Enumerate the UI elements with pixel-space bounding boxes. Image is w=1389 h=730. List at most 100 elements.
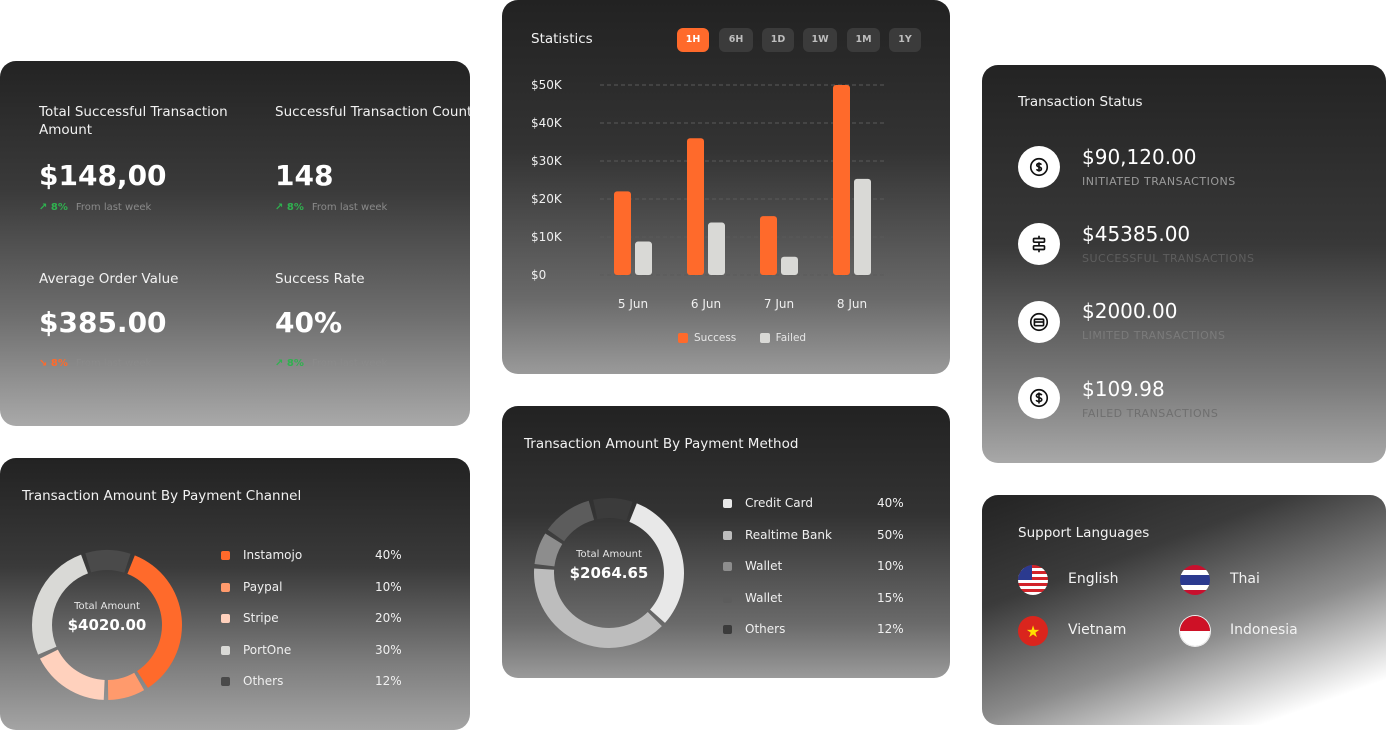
y-tick-label: $30K bbox=[531, 154, 563, 168]
legend-label-failed: Failed bbox=[775, 332, 807, 344]
y-tick-label: $40K bbox=[531, 116, 563, 130]
legend-swatch bbox=[221, 614, 230, 623]
card-title: Support Languages bbox=[1018, 525, 1150, 541]
kpi-value: $148,00 bbox=[39, 159, 167, 192]
bar-success-3[interactable] bbox=[833, 85, 850, 275]
payment-channel-donut-chart bbox=[32, 550, 183, 700]
indonesia-flag-icon bbox=[1180, 616, 1210, 646]
support-languages-card: Support Languages English Thai ★ Vietnam… bbox=[982, 495, 1386, 725]
legend-label: Credit Card bbox=[745, 496, 813, 510]
legend-swatch bbox=[723, 530, 732, 540]
y-tick-label: $20K bbox=[531, 192, 563, 206]
bar-failed-1[interactable] bbox=[708, 222, 725, 275]
legend-label: Instamojo bbox=[243, 548, 303, 562]
trend-up-icon: ↗ 8% bbox=[39, 202, 68, 213]
language-item[interactable]: Vietnam bbox=[1068, 622, 1127, 638]
x-tick-label: 7 Jun bbox=[764, 297, 794, 311]
legend-swatch bbox=[221, 582, 230, 592]
legend-swatch-failed bbox=[759, 333, 770, 343]
legend-percent: 15% bbox=[877, 590, 904, 605]
legend-swatch bbox=[723, 593, 732, 603]
card-title: Transaction Status bbox=[1018, 94, 1143, 110]
donut-center-value: $4020.00 bbox=[67, 616, 147, 634]
status-label: SUCCESSFUL TRANSACTIONS bbox=[1082, 252, 1255, 265]
range-button-1y[interactable]: 1Y bbox=[889, 28, 921, 52]
donut-center-value: $2064.65 bbox=[569, 564, 649, 582]
status-amount: $90,120.00 bbox=[1082, 145, 1197, 169]
legend-percent: 12% bbox=[375, 674, 402, 688]
kpi-delta: ↗ 8% From last week bbox=[39, 202, 152, 213]
kpi-count: Successful Transaction Count 148 ↗ 8% Fro… bbox=[275, 103, 470, 223]
legend-percent: 10% bbox=[877, 559, 904, 573]
statistics-card: Statistics 1H 6H 1D 1W 1M 1Y $50K $40K $30K $20K… bbox=[502, 0, 950, 374]
donut-slice-4[interactable] bbox=[593, 498, 633, 521]
x-tick-label: 6 Jun bbox=[691, 297, 721, 311]
x-tick-label: 5 Jun bbox=[618, 297, 648, 311]
trend-up-icon: ↗ 8% bbox=[275, 202, 304, 213]
legend-label: Others bbox=[243, 674, 284, 688]
legend-percent: 12% bbox=[877, 622, 904, 636]
legend-swatch bbox=[221, 645, 230, 655]
donut-slice-2[interactable] bbox=[39, 649, 105, 700]
donut-slice-3[interactable] bbox=[547, 500, 595, 542]
status-amount: $45385.00 bbox=[1082, 222, 1191, 246]
y-tick-label: $0 bbox=[531, 268, 546, 282]
donut-slice-4[interactable] bbox=[85, 550, 131, 573]
range-button-1m[interactable]: 1M bbox=[847, 28, 880, 52]
status-amount: $109.98 bbox=[1082, 377, 1165, 401]
kpi-delta: ↗ 8% From last week bbox=[275, 202, 388, 213]
legend-swatch bbox=[723, 562, 732, 571]
range-button-6h[interactable]: 6H bbox=[719, 28, 753, 52]
donut-slice-3[interactable] bbox=[32, 554, 88, 655]
kpi-value: 40% bbox=[275, 306, 343, 339]
bar-success-2[interactable] bbox=[760, 216, 777, 275]
donut-slice-2[interactable] bbox=[534, 533, 563, 567]
legend-label: Stripe bbox=[243, 611, 279, 625]
legend-swatch bbox=[723, 499, 732, 508]
chart-legend: Success Failed bbox=[678, 332, 806, 344]
status-label: INITIATED TRANSACTIONS bbox=[1082, 175, 1236, 188]
donut-slice-1[interactable] bbox=[107, 672, 145, 700]
status-amount: $2000.00 bbox=[1082, 299, 1178, 323]
legend-swatch-success bbox=[678, 333, 688, 343]
language-item[interactable]: Indonesia bbox=[1230, 622, 1298, 638]
language-item[interactable]: English bbox=[1068, 571, 1119, 587]
bar-failed-0[interactable] bbox=[635, 241, 652, 275]
vietnam-flag-icon: ★ bbox=[1018, 616, 1048, 646]
us-flag-icon bbox=[1018, 565, 1048, 595]
kpi-title: Average Order Value bbox=[39, 271, 179, 287]
kpi-title: Successful Transaction Count bbox=[275, 104, 470, 120]
status-label: FAILED TRANSACTIONS bbox=[1082, 407, 1219, 420]
range-button-1w[interactable]: 1W bbox=[803, 28, 837, 52]
kpi-avg-order: Average Order Value $385.00 ↘ 8% From las… bbox=[39, 270, 249, 390]
sliders-icon bbox=[1018, 223, 1060, 265]
donut-slice-0[interactable] bbox=[127, 555, 183, 688]
card-title: Statistics bbox=[531, 31, 593, 47]
bar-success-1[interactable] bbox=[687, 138, 704, 275]
legend-swatch bbox=[723, 625, 732, 634]
donut-slice-1[interactable] bbox=[534, 568, 662, 648]
range-button-1h[interactable]: 1H bbox=[677, 28, 709, 52]
legend-percent: 10% bbox=[375, 579, 402, 594]
statistics-bar-chart: $50K $40K $30K $20K $10K $0 5 Jun 6 Jun 7 Jun 8 J… bbox=[531, 78, 885, 311]
language-item[interactable]: Thai bbox=[1230, 571, 1260, 587]
donut-slice-0[interactable] bbox=[629, 503, 684, 623]
card-title: Transaction Amount By Payment Method bbox=[524, 436, 799, 452]
range-button-1d[interactable]: 1D bbox=[762, 28, 794, 52]
kpi-title: Total Successful Transaction Amount bbox=[39, 104, 228, 138]
trend-down-icon: ↘ 8% bbox=[39, 358, 68, 369]
kpi-title: Success Rate bbox=[275, 271, 365, 287]
legend-swatch bbox=[221, 551, 230, 560]
card-title: Transaction Amount By Payment Channel bbox=[22, 488, 302, 504]
x-tick-label: 8 Jun bbox=[837, 297, 867, 311]
legend-percent: 30% bbox=[375, 642, 402, 657]
dollar-refresh-icon bbox=[1018, 146, 1060, 188]
kpi-delta: ↗ 8% From last week bbox=[275, 358, 388, 369]
dollar-circle-icon bbox=[1018, 377, 1060, 419]
bar-failed-3[interactable] bbox=[854, 178, 871, 275]
donut-center-label: Total Amount bbox=[576, 549, 642, 560]
kpi-success-rate: Success Rate 40% ↗ 8% From last week bbox=[275, 270, 470, 390]
bar-failed-2[interactable] bbox=[781, 256, 798, 275]
bar-success-0[interactable] bbox=[614, 191, 631, 275]
payment-channel-card: Transaction Amount By Payment Channel To… bbox=[0, 458, 470, 730]
